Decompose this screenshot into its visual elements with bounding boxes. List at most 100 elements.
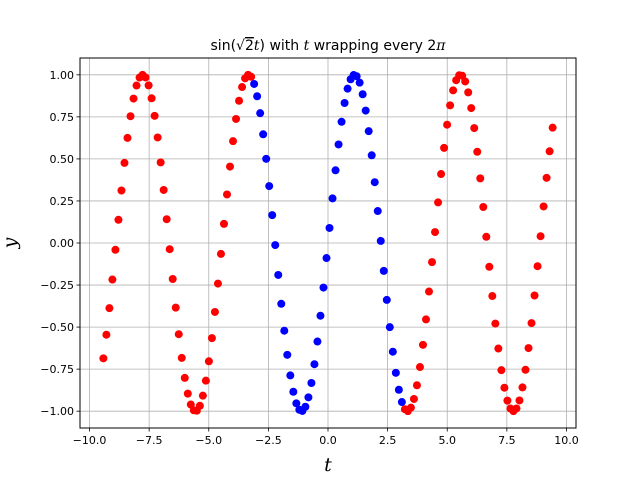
x-tick-label: 0.0 <box>319 434 337 447</box>
data-point <box>222 190 231 199</box>
y-tick-label: 1.00 <box>50 69 75 82</box>
data-point <box>268 211 277 220</box>
data-point <box>331 166 340 175</box>
data-point <box>485 262 494 271</box>
x-tick-label: −2.5 <box>255 434 282 447</box>
data-point <box>219 219 228 228</box>
data-point <box>226 162 235 171</box>
title-sin: sin <box>211 38 231 54</box>
grid-lines <box>80 58 576 428</box>
data-point <box>367 151 376 160</box>
data-point <box>174 330 183 339</box>
data-point <box>467 104 476 113</box>
data-point <box>500 383 509 392</box>
data-point <box>132 81 141 90</box>
y-tick-label: 0.25 <box>50 195 75 208</box>
data-point <box>449 86 458 95</box>
data-point <box>370 178 379 187</box>
data-point <box>150 111 159 120</box>
data-point <box>479 203 488 212</box>
data-point <box>286 371 295 380</box>
y-tick-label: −0.50 <box>40 321 74 334</box>
data-point <box>440 143 449 152</box>
title-suffix: wrapping every 2 <box>309 38 436 54</box>
data-point <box>446 101 455 110</box>
data-point <box>307 379 316 388</box>
data-point <box>415 363 424 372</box>
x-tick-label: −10.0 <box>73 434 107 447</box>
data-point <box>545 147 554 156</box>
x-axis-label: t <box>324 454 332 476</box>
data-point <box>482 232 491 241</box>
data-point <box>470 124 479 133</box>
y-tick-label: −0.25 <box>40 279 74 292</box>
data-point <box>180 373 189 382</box>
data-point <box>105 304 114 313</box>
data-point <box>518 383 527 392</box>
data-point <box>527 319 536 328</box>
data-point <box>274 270 283 279</box>
data-point <box>431 228 440 237</box>
data-point <box>437 170 446 179</box>
y-axis-ticks: −1.00 −0.75 −0.50 −0.25 0.00 0.25 0.50 0.75 1.00 <box>40 69 80 418</box>
title-sqrt-sign: √ <box>236 38 245 54</box>
x-tick-label: 2.5 <box>379 434 397 447</box>
data-point <box>443 120 452 129</box>
data-point <box>397 398 406 407</box>
data-point <box>229 137 238 146</box>
data-point <box>316 311 325 320</box>
data-point <box>147 94 156 103</box>
data-point <box>394 385 403 394</box>
data-point <box>162 215 171 224</box>
data-point <box>434 198 443 207</box>
data-point <box>216 249 225 258</box>
y-tick-label: 0.50 <box>50 153 75 166</box>
data-point <box>476 174 485 183</box>
data-point <box>165 245 174 254</box>
data-point <box>539 202 548 211</box>
data-point <box>99 354 108 363</box>
data-point <box>425 287 434 296</box>
data-point <box>289 387 298 396</box>
title-radicand: 2 <box>245 38 254 54</box>
title-pi: π <box>435 38 446 54</box>
data-point <box>177 353 186 362</box>
data-points <box>99 70 557 416</box>
data-point <box>379 266 388 275</box>
data-point <box>238 83 247 92</box>
data-point <box>280 326 289 335</box>
data-point <box>503 396 512 405</box>
y-tick-label: 0.75 <box>50 111 75 124</box>
data-point <box>108 275 117 284</box>
data-point <box>491 319 500 328</box>
data-point <box>364 127 373 136</box>
data-point <box>256 109 265 118</box>
data-point <box>373 207 382 216</box>
x-axis-ticks: −10.0 −7.5 −5.0 −2.5 0.0 2.5 5.0 7.5 10.0 <box>73 428 579 447</box>
data-point <box>301 402 310 411</box>
data-point <box>204 357 213 366</box>
data-point <box>114 215 123 224</box>
data-point <box>262 154 271 163</box>
data-point <box>259 130 268 139</box>
data-point <box>129 94 138 103</box>
data-point <box>247 72 256 81</box>
data-point <box>159 185 168 194</box>
x-tick-label: 7.5 <box>498 434 516 447</box>
data-point <box>358 90 367 99</box>
data-point <box>461 77 470 86</box>
title-middle: with <box>265 38 304 54</box>
data-point <box>310 360 319 369</box>
data-point <box>488 292 497 301</box>
data-point <box>117 186 126 195</box>
data-point <box>337 117 346 126</box>
data-point <box>530 291 539 300</box>
chart-title: sin(√2t) with t wrapping every 2π <box>211 38 447 54</box>
data-point <box>171 303 180 312</box>
data-point <box>183 389 192 398</box>
data-point <box>156 158 165 167</box>
data-point <box>201 376 210 385</box>
data-point <box>515 396 524 405</box>
data-point <box>355 78 364 87</box>
